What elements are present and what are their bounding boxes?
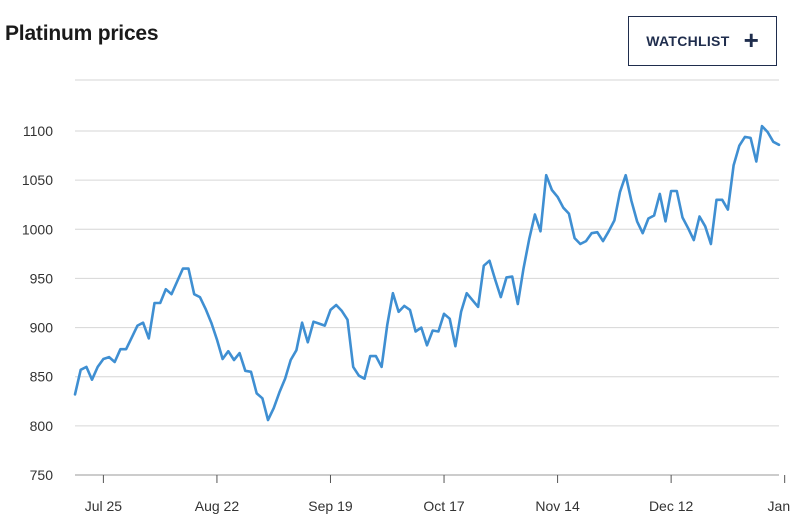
y-axis: 750 800 850 900 950 1000 1050 1100 xyxy=(22,123,53,483)
watchlist-button[interactable]: WATCHLIST + xyxy=(628,16,777,66)
x-tick-label: Oct 17 xyxy=(423,498,464,514)
y-tick-label: 850 xyxy=(30,369,54,385)
x-axis: Jul 25 Aug 22 Sep 19 Oct 17 Nov 14 Dec 12 Jan … xyxy=(85,475,791,514)
plot-area xyxy=(73,124,781,422)
page-title: Platinum prices xyxy=(5,22,159,45)
y-tick-label: 750 xyxy=(30,467,54,483)
x-tick-label: Aug 22 xyxy=(195,498,240,514)
x-tick-label: Sep 19 xyxy=(308,498,353,514)
y-tick-label: 1100 xyxy=(23,123,53,139)
y-tick-label: 950 xyxy=(30,270,54,286)
y-tick-label: 900 xyxy=(30,320,54,336)
y-tick-label: 1050 xyxy=(22,172,53,188)
x-tick-label: Dec 12 xyxy=(649,498,694,514)
series-line xyxy=(73,124,781,422)
x-tick-label: Jan 9 xyxy=(768,498,791,514)
x-tick-label: Nov 14 xyxy=(535,498,580,514)
plus-icon: + xyxy=(743,25,759,55)
chart-grid xyxy=(75,79,779,476)
x-tick-label: Jul 25 xyxy=(85,498,123,514)
watchlist-label: WATCHLIST xyxy=(646,33,730,49)
y-tick-label: 800 xyxy=(30,418,54,434)
y-tick-label: 1000 xyxy=(22,221,53,237)
